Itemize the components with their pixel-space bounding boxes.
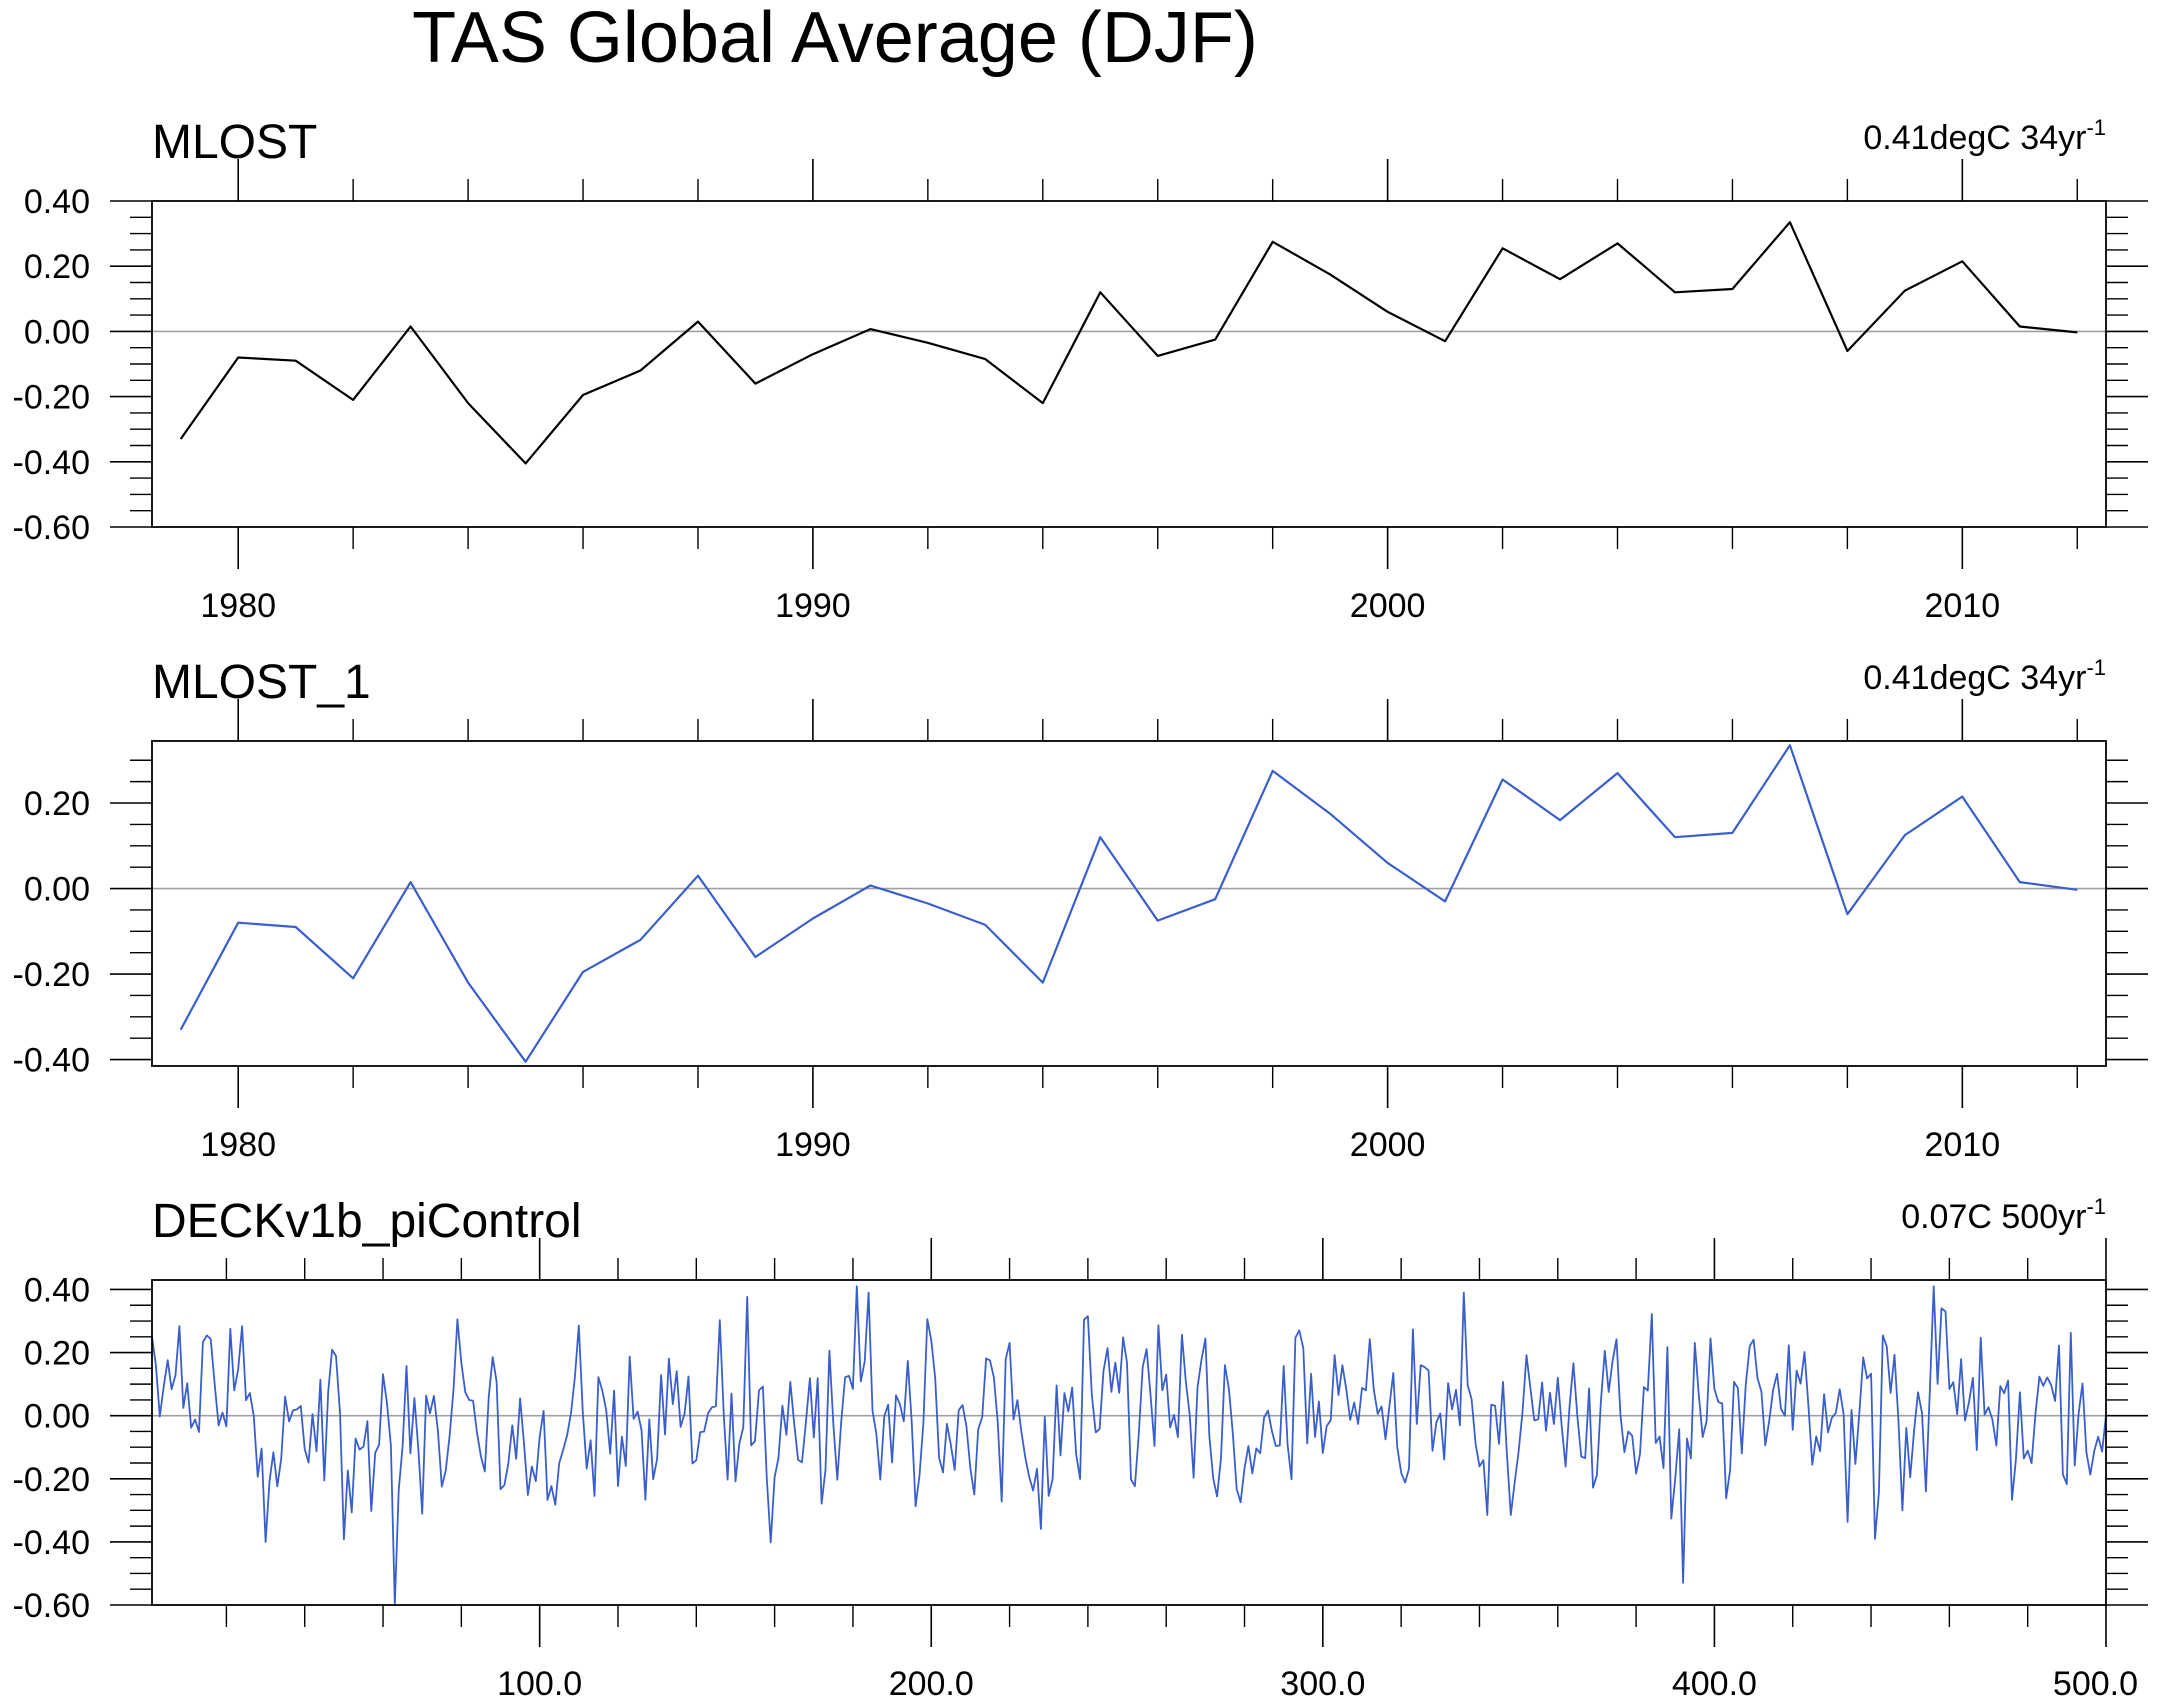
chart-panels: MLOST 0.41degC 34yr-1 -0.60 -0.40 -0.20 0.00 0… — [13, 115, 2148, 1703]
series-line — [151, 1285, 2107, 1606]
y-tick-label: -0.40 — [13, 444, 91, 482]
chart-panel-2: MLOST_1 0.41degC 34yr-1 -0.40 -0.20 0.00 0.20… — [13, 655, 2148, 1164]
y-tick-label: -0.20 — [13, 379, 91, 417]
plot-frame — [151, 200, 2107, 528]
x-tick-label: 2010 — [1925, 1126, 2001, 1164]
x-tick-label: 1990 — [775, 587, 851, 625]
y-tick-label: -0.40 — [13, 1042, 91, 1080]
chart-panel-1: MLOST 0.41degC 34yr-1 -0.60 -0.40 -0.20 0.00 0… — [13, 115, 2148, 625]
trend-label: 0.07C 500yr-1 — [1901, 1194, 2106, 1236]
y-tick-label: -0.20 — [13, 1461, 91, 1499]
x-tick-label: 1990 — [775, 1126, 851, 1164]
y-tick-label: 0.00 — [24, 871, 90, 909]
trend-exponent: -1 — [2086, 1194, 2106, 1219]
panel-title: MLOST — [152, 116, 317, 169]
y-tick-label: -0.20 — [13, 956, 91, 994]
chart-panel-3: DECKv1b_piControl 0.07C 500yr-1 -0.60 -0.40… — [13, 1194, 2148, 1703]
plot-frame — [151, 740, 2107, 1067]
y-tick-label: 0.00 — [24, 313, 90, 351]
x-tick-label: 2010 — [1925, 587, 2001, 625]
x-tick-label: 100.0 — [497, 1665, 582, 1703]
figure-title: TAS Global Average (DJF) — [412, 0, 1258, 78]
y-tick-label: 0.40 — [24, 183, 90, 221]
x-tick-label: 2000 — [1350, 587, 1426, 625]
trend-label: 0.41degC 34yr-1 — [1863, 115, 2106, 157]
y-tick-label: 0.40 — [24, 1271, 90, 1309]
y-tick-label: 0.20 — [24, 1335, 90, 1373]
x-tick-label: 1980 — [200, 587, 276, 625]
trend-exponent: -1 — [2086, 655, 2106, 680]
y-tick-label: 0.20 — [24, 785, 90, 823]
x-tick-label: 1980 — [200, 1126, 276, 1164]
trend-exponent: -1 — [2086, 115, 2106, 140]
x-tick-label: 200.0 — [889, 1665, 974, 1703]
y-tick-label: -0.60 — [13, 1587, 91, 1625]
plot-frame — [151, 1279, 2107, 1606]
trend-label: 0.41degC 34yr-1 — [1863, 655, 2106, 697]
series-line — [179, 221, 2078, 465]
panel-title: DECKv1b_piControl — [152, 1195, 582, 1248]
x-tick-label: 400.0 — [1672, 1665, 1757, 1703]
panel-title: MLOST_1 — [152, 656, 371, 709]
x-tick-label: 500.0 — [2053, 1665, 2138, 1703]
y-tick-label: 0.00 — [24, 1398, 90, 1436]
y-tick-label: 0.20 — [24, 248, 90, 286]
series-line — [179, 744, 2078, 1063]
x-tick-label: 2000 — [1350, 1126, 1426, 1164]
y-tick-label: -0.40 — [13, 1524, 91, 1562]
x-tick-label: 300.0 — [1280, 1665, 1365, 1703]
y-tick-label: -0.60 — [13, 509, 91, 547]
